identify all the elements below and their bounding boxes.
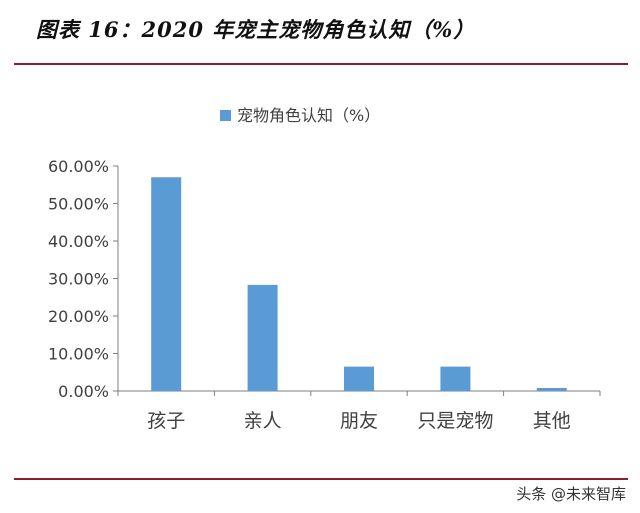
y-tick-label: 40.00%	[48, 232, 109, 251]
watermark: 头条 @未来智库	[516, 485, 626, 503]
legend-label: 宠物角色认知（%）	[237, 106, 380, 125]
x-tick-label: 亲人	[244, 410, 282, 432]
figure-title: 图表 16：2020 年宠主宠物角色认知（%）	[36, 17, 476, 42]
x-tick-label: 孩子	[147, 410, 185, 432]
bar	[344, 366, 374, 391]
bar	[247, 284, 278, 391]
legend-swatch	[220, 110, 231, 121]
y-tick-label: 60.00%	[48, 157, 109, 176]
title-rule	[14, 63, 628, 65]
y-tick-label: 10.00%	[48, 345, 109, 364]
y-tick-label: 50.00%	[48, 195, 109, 214]
x-tick-label: 只是宠物	[417, 410, 493, 432]
bar	[151, 177, 182, 391]
x-tick-label: 其他	[533, 410, 571, 432]
y-tick-label: 20.00%	[48, 307, 109, 326]
bar	[536, 388, 567, 391]
footer-rule	[14, 478, 628, 480]
bar	[440, 366, 471, 391]
y-tick-label: 0.00%	[58, 382, 109, 401]
y-tick-label: 30.00%	[48, 270, 109, 289]
x-tick-label: 朋友	[340, 410, 378, 432]
